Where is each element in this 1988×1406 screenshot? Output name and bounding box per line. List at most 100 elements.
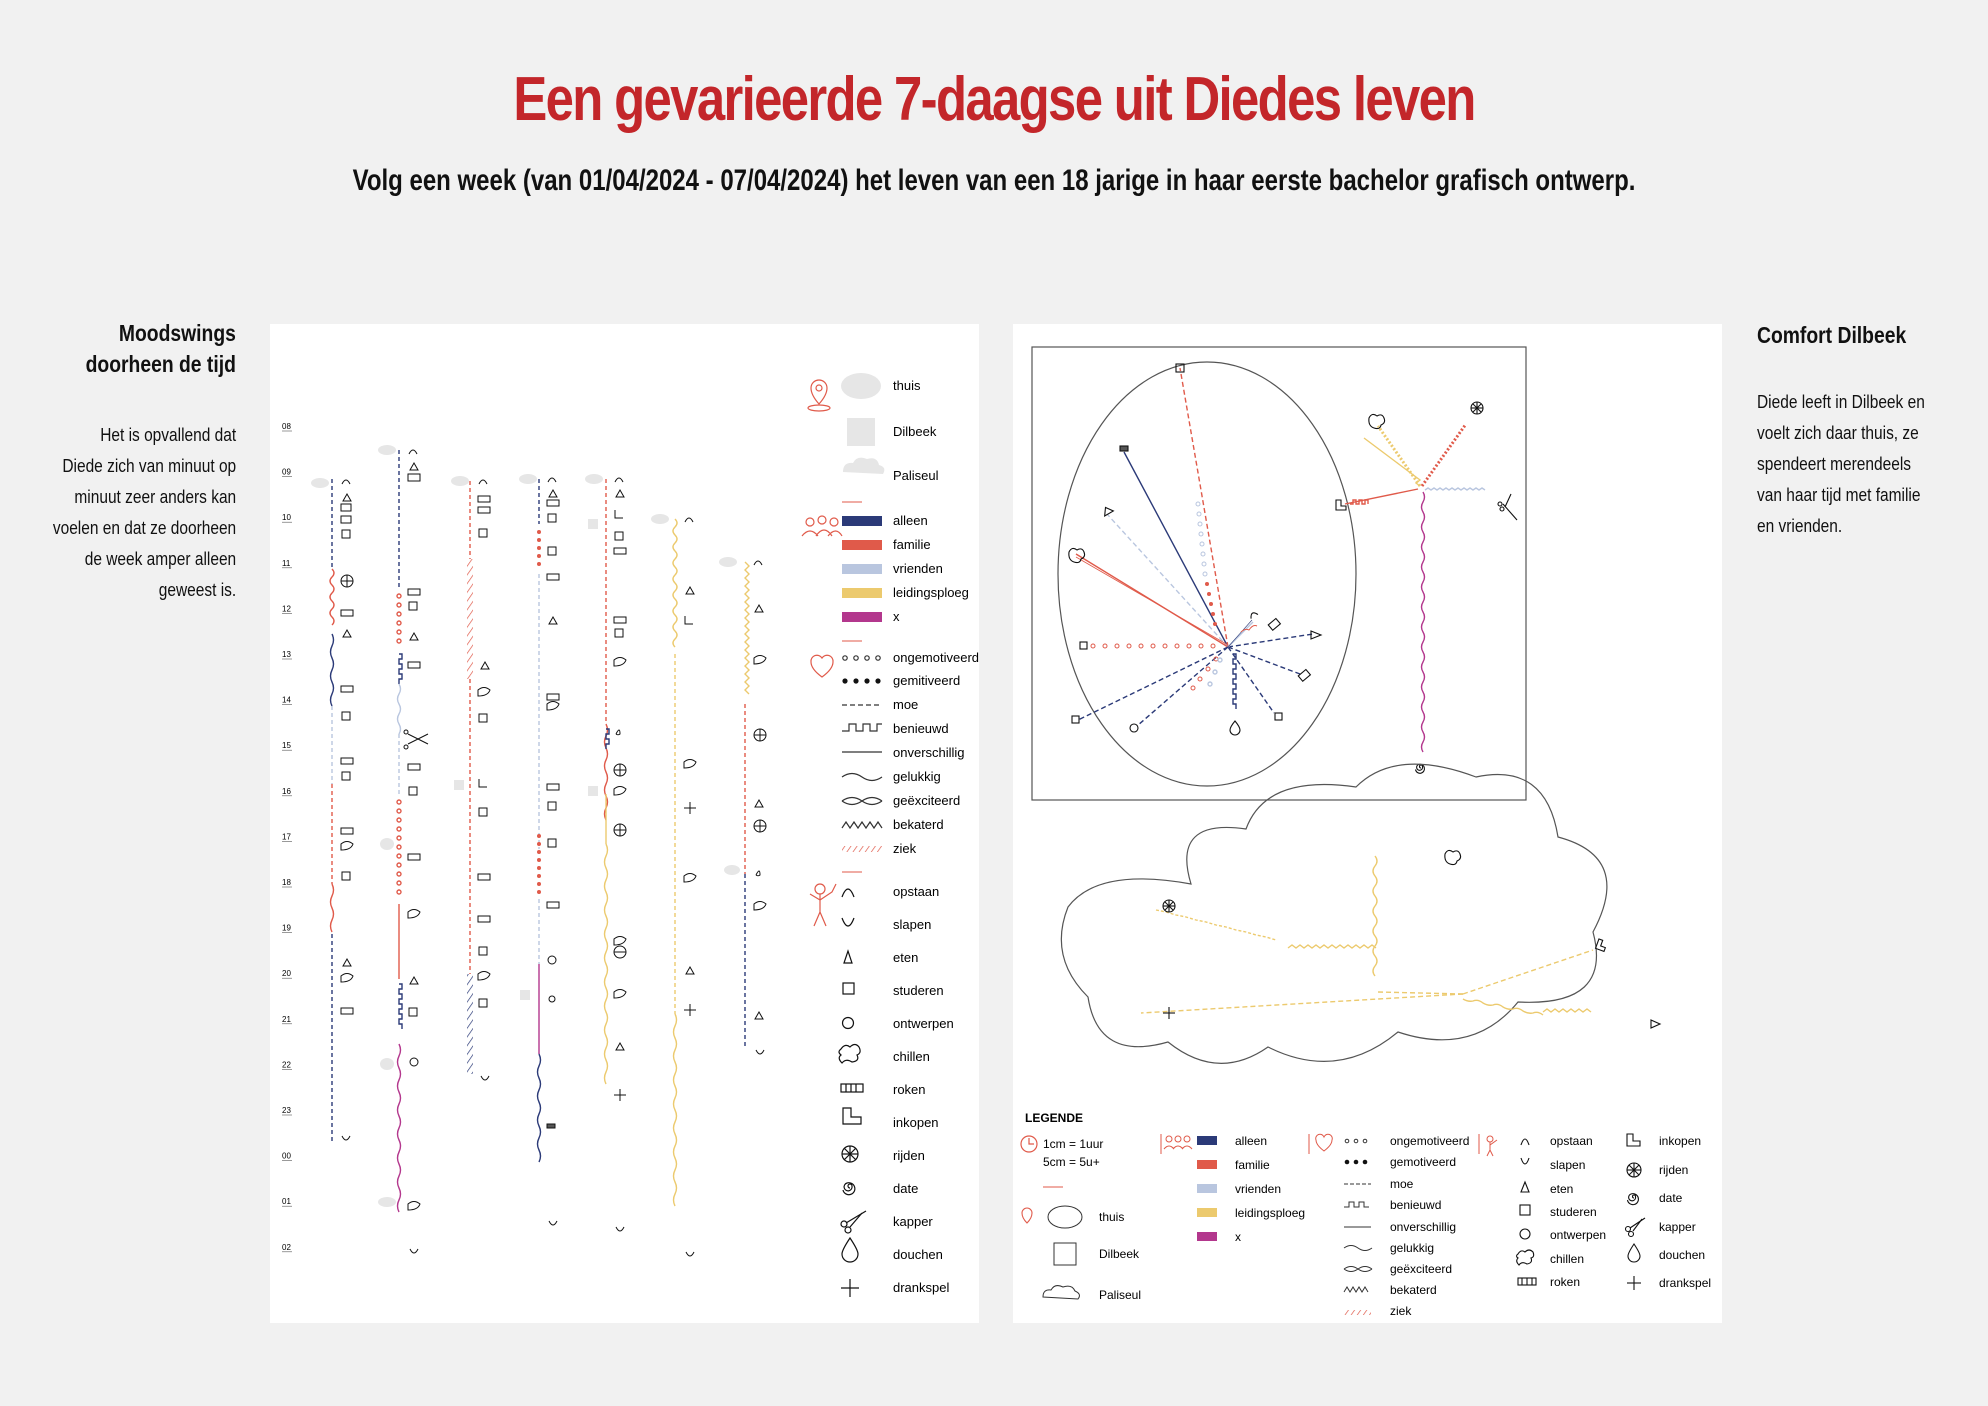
arch-icon bbox=[1520, 1138, 1530, 1146]
legend-label: date bbox=[1659, 1191, 1683, 1205]
legend-label: slapen bbox=[893, 917, 931, 932]
person-activity-icon bbox=[809, 883, 837, 927]
drop-icon bbox=[1229, 720, 1241, 736]
legend-label: eten bbox=[1550, 1182, 1573, 1196]
location-pin-icon bbox=[1021, 1207, 1033, 1224]
blob-icon bbox=[1368, 413, 1386, 430]
legend-label: Paliseul bbox=[893, 468, 939, 483]
people-icon bbox=[801, 515, 843, 537]
legend-label: eten bbox=[893, 950, 918, 965]
text-line: spendeert merendeels bbox=[1757, 454, 1912, 474]
person-activity-icon bbox=[1478, 1134, 1498, 1157]
spiral-icon bbox=[842, 1182, 856, 1196]
legend-label: vrienden bbox=[893, 561, 943, 576]
paliseul-cloud bbox=[1060, 763, 1608, 1064]
day-column-2 bbox=[378, 445, 429, 1254]
legend-label: rijden bbox=[1659, 1163, 1688, 1177]
plus-icon bbox=[1163, 1007, 1175, 1019]
legend-label: bekaterd bbox=[893, 817, 944, 832]
hour-tick-label: 21 bbox=[282, 1015, 291, 1024]
legend-label: familie bbox=[1235, 1158, 1270, 1172]
legend-label: gemitiveerd bbox=[893, 673, 960, 688]
day-column-5 bbox=[585, 474, 627, 1232]
plus-icon bbox=[1627, 1276, 1641, 1290]
hour-tick-label: 14 bbox=[282, 696, 291, 705]
cigarette-icon bbox=[1119, 445, 1129, 452]
scissors-icon bbox=[1624, 1217, 1646, 1238]
boot-icon bbox=[1626, 1133, 1641, 1147]
day-column-3 bbox=[451, 476, 491, 1081]
square-icon bbox=[842, 982, 855, 995]
legend-label: date bbox=[893, 1181, 918, 1196]
text-line: voelt zich daar thuis, ze bbox=[1757, 423, 1919, 443]
triangle-icon bbox=[1520, 1180, 1530, 1193]
cigarette-icon bbox=[1267, 617, 1282, 632]
legend-label: Dilbeek bbox=[1099, 1247, 1140, 1261]
hour-axis: 08 09 10 11 12 13 14 15 16 17 18 19 20 21 22 23 00 01 02 bbox=[282, 422, 292, 1253]
legend-label: alleen bbox=[893, 513, 928, 528]
left-heading: Moodswings doorheen de tijd bbox=[86, 318, 236, 380]
legend-label: x bbox=[1235, 1230, 1241, 1244]
legend-label: bekaterd bbox=[1390, 1283, 1437, 1297]
legend-heading: LEGENDE bbox=[1025, 1111, 1083, 1125]
clock-icon bbox=[1020, 1135, 1038, 1153]
legend-label: vrienden bbox=[1235, 1182, 1281, 1196]
legend-label: roken bbox=[893, 1082, 926, 1097]
dilbeek-square bbox=[1031, 346, 1527, 801]
blob-icon bbox=[838, 1043, 861, 1064]
left-heading-line: Moodswings bbox=[119, 320, 236, 346]
wheel-icon bbox=[1626, 1162, 1642, 1178]
triangle-icon bbox=[1650, 1019, 1662, 1029]
triangle-icon bbox=[1310, 630, 1323, 640]
legend-label: Paliseul bbox=[1099, 1288, 1141, 1302]
legend-label: gemotiveerd bbox=[1390, 1155, 1456, 1169]
timeline-panel: 08 09 10 11 12 13 14 15 16 17 18 19 20 21 22 23 00 01 02 bbox=[270, 324, 979, 1323]
legend-label: onverschillig bbox=[1390, 1220, 1456, 1234]
text-line: Diede leeft in Dilbeek en bbox=[1757, 392, 1925, 412]
text-line: en vrienden. bbox=[1757, 516, 1843, 536]
legend-label: onverschillig bbox=[893, 745, 965, 760]
legend-label: rijden bbox=[893, 1148, 925, 1163]
legend-label: leidingsploeg bbox=[893, 585, 969, 600]
legend-label: drankspel bbox=[1659, 1276, 1711, 1290]
hour-tick-label: 23 bbox=[282, 1106, 291, 1115]
legend-label: douchen bbox=[893, 1247, 943, 1262]
legend-label: x bbox=[893, 609, 900, 624]
map-panel: LEGENDE 1cm = 1uur 5cm = 5u+ thuis Dilbe… bbox=[1013, 324, 1722, 1323]
circle-icon bbox=[841, 1016, 855, 1030]
legend-label: kapper bbox=[893, 1214, 933, 1229]
legend-label: benieuwd bbox=[1390, 1198, 1441, 1212]
wheel-icon bbox=[841, 1145, 859, 1163]
hour-tick-label: 02 bbox=[282, 1243, 291, 1252]
right-body-text: Diede leeft in Dilbeek en voelt zich daa… bbox=[1757, 387, 1925, 542]
legend-label: inkopen bbox=[893, 1115, 939, 1130]
cigarette-icon bbox=[1517, 1277, 1537, 1286]
legend-label: benieuwd bbox=[893, 721, 949, 736]
hour-tick-label: 10 bbox=[282, 513, 291, 522]
heart-icon bbox=[1308, 1133, 1333, 1154]
legend-label: thuis bbox=[1099, 1210, 1124, 1224]
timeline-legend: thuis Dilbeek Paliseul alleen familie vr… bbox=[801, 373, 979, 1297]
cup-icon bbox=[841, 917, 855, 927]
day-column-1 bbox=[311, 478, 354, 1144]
boot-icon bbox=[842, 1107, 862, 1125]
square-icon bbox=[1274, 712, 1283, 721]
hour-tick-label: 19 bbox=[282, 924, 291, 933]
text-line: voelen en dat ze doorheen bbox=[52, 518, 236, 538]
plus-icon bbox=[841, 1279, 859, 1297]
bottom-legend: LEGENDE 1cm = 1uur 5cm = 5u+ thuis Dilbe… bbox=[1020, 1111, 1711, 1318]
left-heading-line: doorheen de tijd bbox=[85, 351, 236, 377]
text-line: de week amper alleen bbox=[84, 549, 236, 569]
people-icon bbox=[1160, 1134, 1193, 1154]
right-heading: Comfort Dilbeek bbox=[1757, 322, 1907, 348]
legend-label: ongemotiveerd bbox=[893, 650, 979, 665]
spiral-icon bbox=[1626, 1193, 1639, 1206]
hour-tick-label: 16 bbox=[282, 787, 291, 796]
legend-label: alleen bbox=[1235, 1134, 1267, 1148]
circle-icon bbox=[1519, 1228, 1531, 1240]
legend-label: studeren bbox=[1550, 1205, 1597, 1219]
hour-tick-label: 00 bbox=[282, 1152, 291, 1161]
legend-scale: 5cm = 5u+ bbox=[1043, 1155, 1100, 1169]
hour-tick-label: 09 bbox=[282, 468, 291, 477]
day-column-4 bbox=[519, 474, 560, 1226]
